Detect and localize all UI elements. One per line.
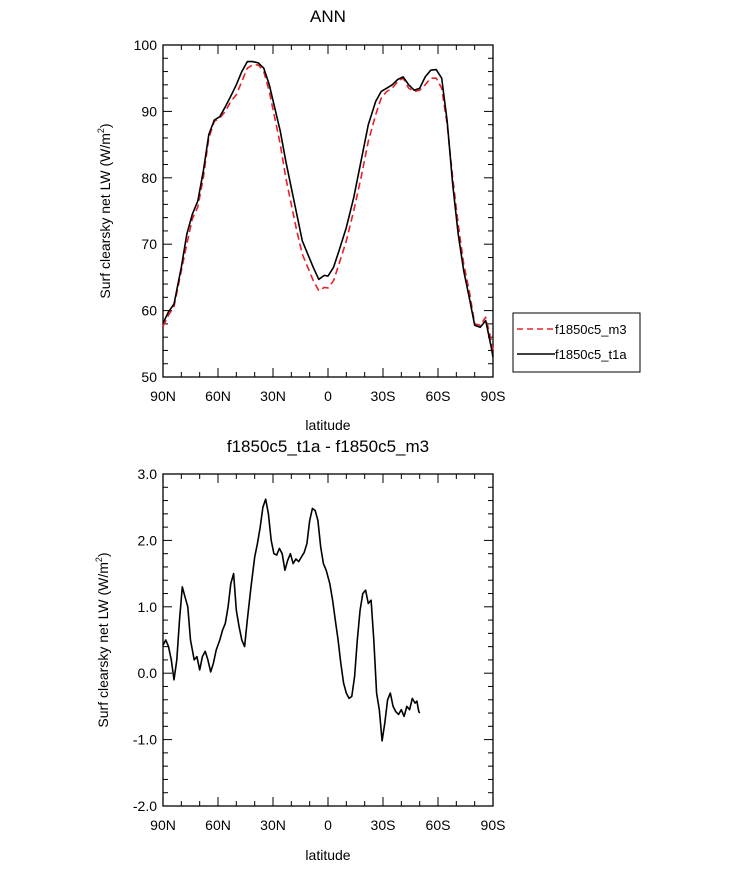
plot-frame: [162, 473, 494, 807]
y-tick-label: 50: [141, 369, 157, 385]
y-tick-label: 80: [141, 170, 157, 186]
series-layer: [162, 60, 494, 358]
x-tick-label: 30N: [260, 817, 286, 833]
chart-panel-difference: f1850c5_t1a - f1850c5_m3 90N 60N 30N 0 30S 60…: [94, 437, 505, 863]
x-tick-label: 0: [324, 388, 332, 404]
y-tick-label: 0.0: [138, 665, 158, 681]
x-tick-label: 90N: [150, 817, 176, 833]
x-tick-label: 60N: [205, 388, 231, 404]
y-tick-label: -1.0: [133, 732, 157, 748]
y-tick-label: 90: [141, 103, 157, 119]
x-tick-label: 90S: [481, 817, 506, 833]
x-tick-label: 0: [324, 817, 332, 833]
y-axis-label: Surf clearsky net LW (W/m2): [94, 552, 111, 727]
x-tick-labels: 90N 60N 30N 0 30S 60S 90S: [150, 817, 505, 833]
y-tick-label: 100: [134, 37, 158, 53]
legend-label-m3: f1850c5_m3: [555, 322, 627, 337]
x-tick-label: 90N: [150, 388, 176, 404]
x-tick-label: 60N: [205, 817, 231, 833]
x-tick-label: 60S: [426, 817, 451, 833]
legend: f1850c5_m3 f1850c5_t1a: [512, 312, 641, 373]
y-tick-label: 3.0: [138, 466, 158, 482]
legend-box: [512, 312, 641, 373]
x-tick-label: 30S: [371, 817, 396, 833]
x-axis-label: latitude: [305, 417, 350, 433]
y-tick-label: 70: [141, 236, 157, 252]
chart-panel-annual: ANN 90N 60N 30N 0 30S 60S 90S 100 90 80 70 60 50 la…: [96, 7, 641, 433]
x-tick-label: 30S: [371, 388, 396, 404]
y-tick-label: 60: [141, 303, 157, 319]
series-line-f1850c5_m3: [162, 64, 494, 351]
axis-ticks: [162, 473, 494, 807]
axis-ticks: [162, 44, 494, 378]
y-tick-labels: 3.0 2.0 1.0 0.0 -1.0 -2.0: [133, 466, 157, 814]
y-tick-labels: 100 90 80 70 60 50: [134, 37, 158, 385]
y-tick-label: -2.0: [133, 798, 157, 814]
x-tick-label: 90S: [481, 388, 506, 404]
series-line-f1850c5_t1a: [162, 60, 494, 358]
x-tick-labels: 90N 60N 30N 0 30S 60S 90S: [150, 388, 505, 404]
x-tick-label: 30N: [260, 388, 286, 404]
series-layer: [162, 498, 421, 742]
y-tick-label: 1.0: [138, 599, 158, 615]
y-axis-label: Surf clearsky net LW (W/m2): [96, 123, 113, 298]
legend-label-t1a: f1850c5_t1a: [555, 347, 627, 362]
series-line-diff-0: [162, 498, 421, 742]
x-tick-label: 60S: [426, 388, 451, 404]
x-axis-label: latitude: [305, 847, 350, 863]
chart-title: ANN: [310, 7, 346, 26]
y-tick-label: 2.0: [138, 532, 158, 548]
chart-title: f1850c5_t1a - f1850c5_m3: [227, 437, 429, 456]
